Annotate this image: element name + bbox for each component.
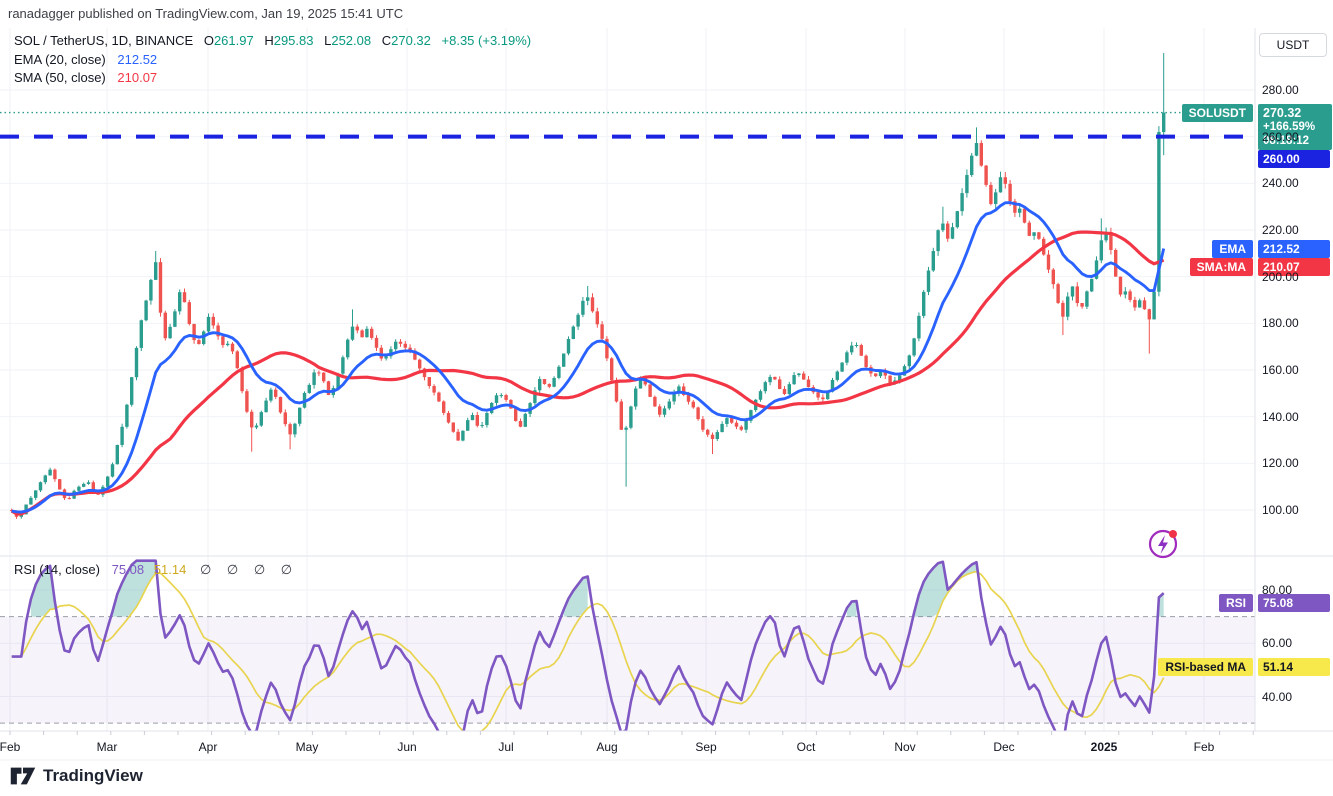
flash-idea-icon[interactable] [1146,525,1182,561]
moving-averages-layer [10,201,1166,516]
price-tick-label: 160.00 [1262,362,1299,377]
price-tick-label: 220.00 [1262,222,1299,237]
month-label: Mar [96,740,118,754]
rsi-band-layer [0,616,1255,724]
rsi-layer [11,559,1165,731]
month-label: Feb [1193,740,1215,754]
change-value: +8.35 (+3.19%) [441,33,532,48]
ohlc-high-value: 295.83 [273,33,314,48]
sma-axis-value: 210.07 [1258,258,1330,276]
price-tick-label: 240.00 [1262,176,1299,191]
level-lines-layer [0,111,1255,139]
rsi-label: RSI (14, close) [14,562,100,577]
price-tick-label: 120.00 [1262,456,1299,471]
month-label: Nov [894,740,916,754]
candles-layer [10,53,1166,519]
pane-borders-layer [0,28,1333,761]
ohlc-open-label: O [203,33,214,48]
rsi-empty-slots: ∅ ∅ ∅ ∅ [199,562,299,577]
rsi-value: 75.08 [111,562,145,577]
month-label: Feb [0,740,21,754]
price-tick-label: 200.00 [1262,269,1299,284]
sma-axis-tag: SMA:MA [1189,258,1253,276]
month-label: Jun [397,740,417,754]
price-tick-label: 280.00 [1262,83,1299,97]
sma-legend-row[interactable]: SMA (50, close) 210.07 [14,70,157,85]
rsi-legend-row[interactable]: RSI (14, close) 75.08 51.14 ∅ ∅ ∅ ∅ [14,562,298,578]
month-label: Aug [596,740,618,754]
month-label: 2025 [1090,740,1118,754]
lightning-circle-icon [1148,529,1178,559]
price-tick-label: 100.00 [1262,502,1299,517]
ema-axis-tag: EMA [1212,240,1253,258]
ohlc-close-label: C [381,33,392,48]
price-tick-label: 140.00 [1262,409,1299,424]
time-axis-area[interactable]: Feb Mar Apr May Jun Jul Aug Sep Oct Nov Dec 2025 Feb [0,732,1333,760]
level-260-badge: 260.00 [1258,150,1330,168]
price-tick-label: 180.00 [1262,316,1299,331]
rsi-ma-axis-tag: RSI-based MA [1158,658,1253,676]
rsi-ma-line [11,570,1165,731]
attribution-text: ranadagger published on TradingView.com,… [8,6,404,21]
change-percent-value: +166.59% [1263,121,1316,133]
tradingview-logo-text: TradingView [43,766,143,785]
ohlc-open-value: 261.97 [213,33,254,48]
month-label: Apr [198,740,218,754]
ema-line [11,201,1166,514]
symbol-title: SOL / TetherUS, 1D, BINANCE [14,33,194,48]
sma-label: SMA (50, close) [14,70,106,85]
main-legend-row[interactable]: SOL / TetherUS, 1D, BINANCE O261.97 H295… [14,33,531,48]
currency-unit-button[interactable]: USDT [1259,33,1327,57]
rsi-tick-label: 80.00 [1262,583,1293,597]
price-tick-label: 260.00 [1262,129,1299,144]
rsi-tick-label: 60.00 [1262,636,1293,651]
bar-countdown: 08:18:12 [1263,135,1310,147]
month-label: Jul [498,740,514,754]
rsi-axis-value: 75.08 [1258,594,1330,612]
ema-legend-row[interactable]: EMA (20, close) 212.52 [14,52,157,67]
rsi-ma-value: 51.14 [153,562,187,577]
month-label: Oct [796,740,816,754]
ohlc-low-value: 252.08 [331,33,372,48]
ohlc-high-label: H [264,33,274,48]
month-label: Sep [695,740,717,754]
ohlc-close-value: 270.32 [391,33,431,48]
symbol-price-tag: SOLUSDT [1181,104,1253,122]
sma-value: 210.07 [117,70,158,85]
ohlc-low-label: L [324,33,332,48]
rsi-axis-tag: RSI [1218,594,1253,612]
ema-label: EMA (20, close) [14,52,106,67]
ema-value: 212.52 [117,52,158,67]
sma-line [10,230,1165,516]
last-price-stack: 270.32 +166.59% 08:18:12 [1258,104,1332,150]
month-label: May [295,740,319,754]
tradingview-logo-icon [10,767,36,785]
rsi-ma-axis-value: 51.14 [1258,658,1330,676]
rsi-tick-label: 40.00 [1262,689,1293,704]
ema-axis-value: 212.52 [1258,240,1330,258]
tradingview-logo[interactable]: TradingView [10,766,143,786]
last-price-value: 270.32 [1263,106,1302,120]
rsi-line [11,559,1165,731]
month-label: Dec [993,740,1015,754]
